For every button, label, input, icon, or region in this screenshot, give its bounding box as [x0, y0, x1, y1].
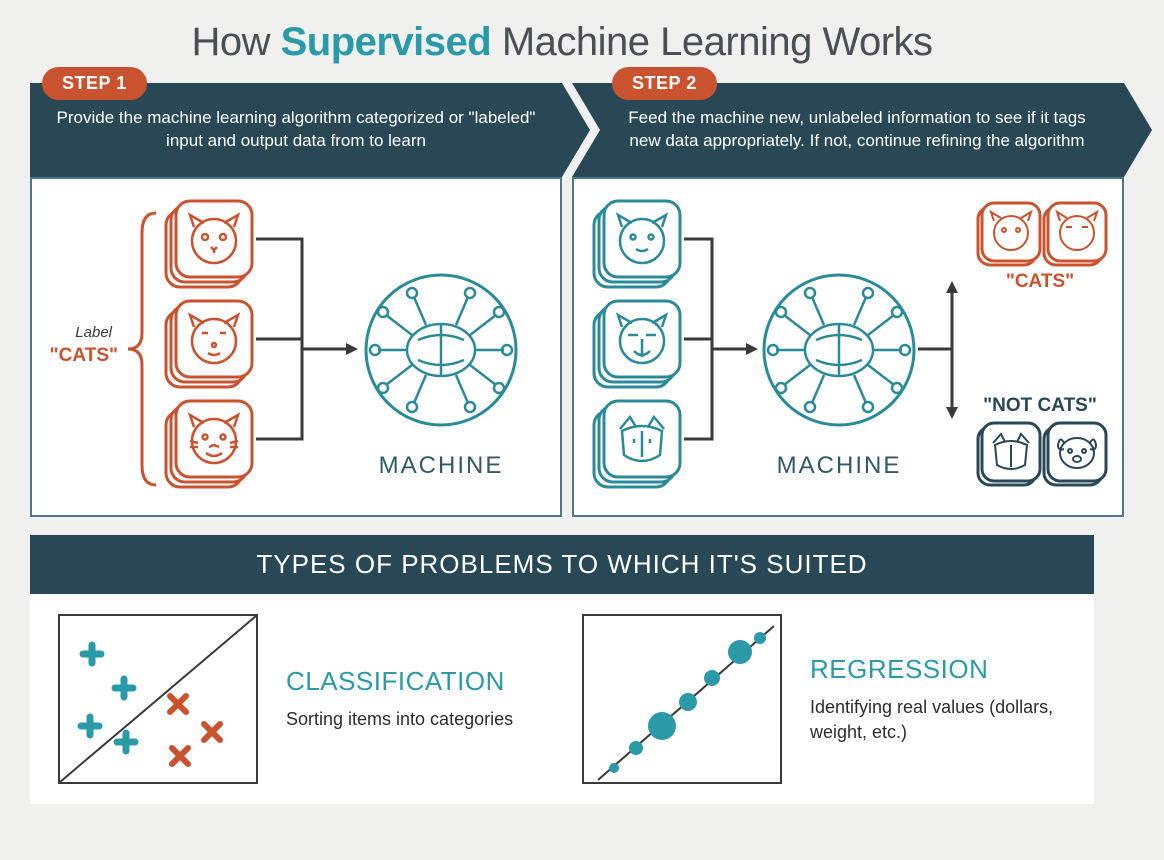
step1-diagram: Label "CATS" — [46, 193, 546, 503]
regression-title: REGRESSION — [810, 654, 1066, 685]
regression-dot-icon — [704, 670, 720, 686]
machine-brain-icon-2 — [764, 275, 914, 425]
regression-desc: Identifying real values (dollars, weight… — [810, 695, 1066, 744]
title-accent: Supervised — [281, 20, 492, 64]
x-marker-icon — [170, 696, 186, 712]
classification-chart — [58, 614, 258, 784]
classification-text: CLASSIFICATION Sorting items into catego… — [286, 666, 513, 731]
step2-badge: STEP 2 — [612, 67, 717, 100]
classification-svg — [60, 616, 256, 782]
machine-label: MACHINE — [379, 452, 504, 479]
arrow-head-icon — [346, 343, 358, 355]
label-word: Label — [75, 324, 112, 341]
step2-diagram: MACHINE — [588, 193, 1108, 503]
arrow-head-icon-2 — [746, 343, 758, 355]
plus-marker-icon — [117, 733, 135, 751]
regression-dot-icon — [754, 632, 766, 644]
step2-panel: MACHINE — [572, 177, 1124, 517]
output-arrow-up — [918, 291, 952, 349]
machine-brain-icon — [366, 275, 516, 425]
regression-dot-icon — [609, 763, 619, 773]
cats-output-label: "CATS" — [1006, 271, 1074, 292]
steps-row: STEP 1 Provide the machine learning algo… — [30, 83, 1094, 517]
x-marker-icon — [172, 748, 188, 764]
cats-label: "CATS" — [50, 345, 118, 366]
step1-badge: STEP 1 — [42, 67, 147, 100]
notcats-output-label: "NOT CATS" — [983, 395, 1097, 416]
input-card-stack-2 — [594, 301, 680, 387]
input-card-stack-3 — [594, 401, 680, 487]
diagonal-line — [60, 616, 256, 782]
regression-dot-icon — [629, 741, 643, 755]
plus-marker-icon — [81, 717, 99, 735]
classification-desc: Sorting items into categories — [286, 707, 513, 731]
title-suffix: Machine Learning Works — [491, 20, 932, 64]
page-title: How Supervised Machine Learning Works — [30, 20, 1094, 65]
regression-svg — [584, 616, 780, 782]
types-banner: TYPES OF PROBLEMS TO WHICH IT'S SUITED — [30, 535, 1094, 594]
cats-output-cards — [978, 203, 1106, 265]
notcats-output-cards — [978, 423, 1106, 485]
x-marker-icon — [204, 724, 220, 740]
plus-marker-icon — [83, 645, 101, 663]
regression-dot-icon — [679, 693, 697, 711]
regression-dot-icon — [648, 712, 676, 740]
classification-block: CLASSIFICATION Sorting items into catego… — [58, 614, 542, 784]
connector-lines — [256, 239, 346, 439]
input-card-stack-1 — [594, 201, 680, 287]
arrow-down-icon — [946, 407, 958, 419]
step2-column: STEP 2 Feed the machine new, unlabeled i… — [572, 83, 1124, 517]
regression-dot-icon — [728, 640, 752, 664]
problems-row: CLASSIFICATION Sorting items into catego… — [30, 594, 1094, 804]
step1-panel: Label "CATS" — [30, 177, 562, 517]
classification-title: CLASSIFICATION — [286, 666, 513, 697]
connector-lines-2 — [684, 239, 746, 439]
title-prefix: How — [191, 20, 280, 64]
cat-card-stack-3 — [166, 401, 252, 487]
step1-desc: Provide the machine learning algorithm c… — [56, 107, 536, 153]
bracket-icon — [128, 213, 156, 485]
step2-desc: Feed the machine new, unlabeled informat… — [616, 107, 1098, 153]
cat-card-stack-1 — [166, 201, 252, 287]
regression-text: REGRESSION Identifying real values (doll… — [810, 654, 1066, 744]
arrow-up-icon — [946, 281, 958, 293]
machine-label-2: MACHINE — [777, 452, 902, 479]
regression-block: REGRESSION Identifying real values (doll… — [582, 614, 1066, 784]
plus-marker-icon — [115, 679, 133, 697]
step1-column: STEP 1 Provide the machine learning algo… — [30, 83, 562, 517]
regression-chart — [582, 614, 782, 784]
cat-card-stack-2 — [166, 301, 252, 387]
